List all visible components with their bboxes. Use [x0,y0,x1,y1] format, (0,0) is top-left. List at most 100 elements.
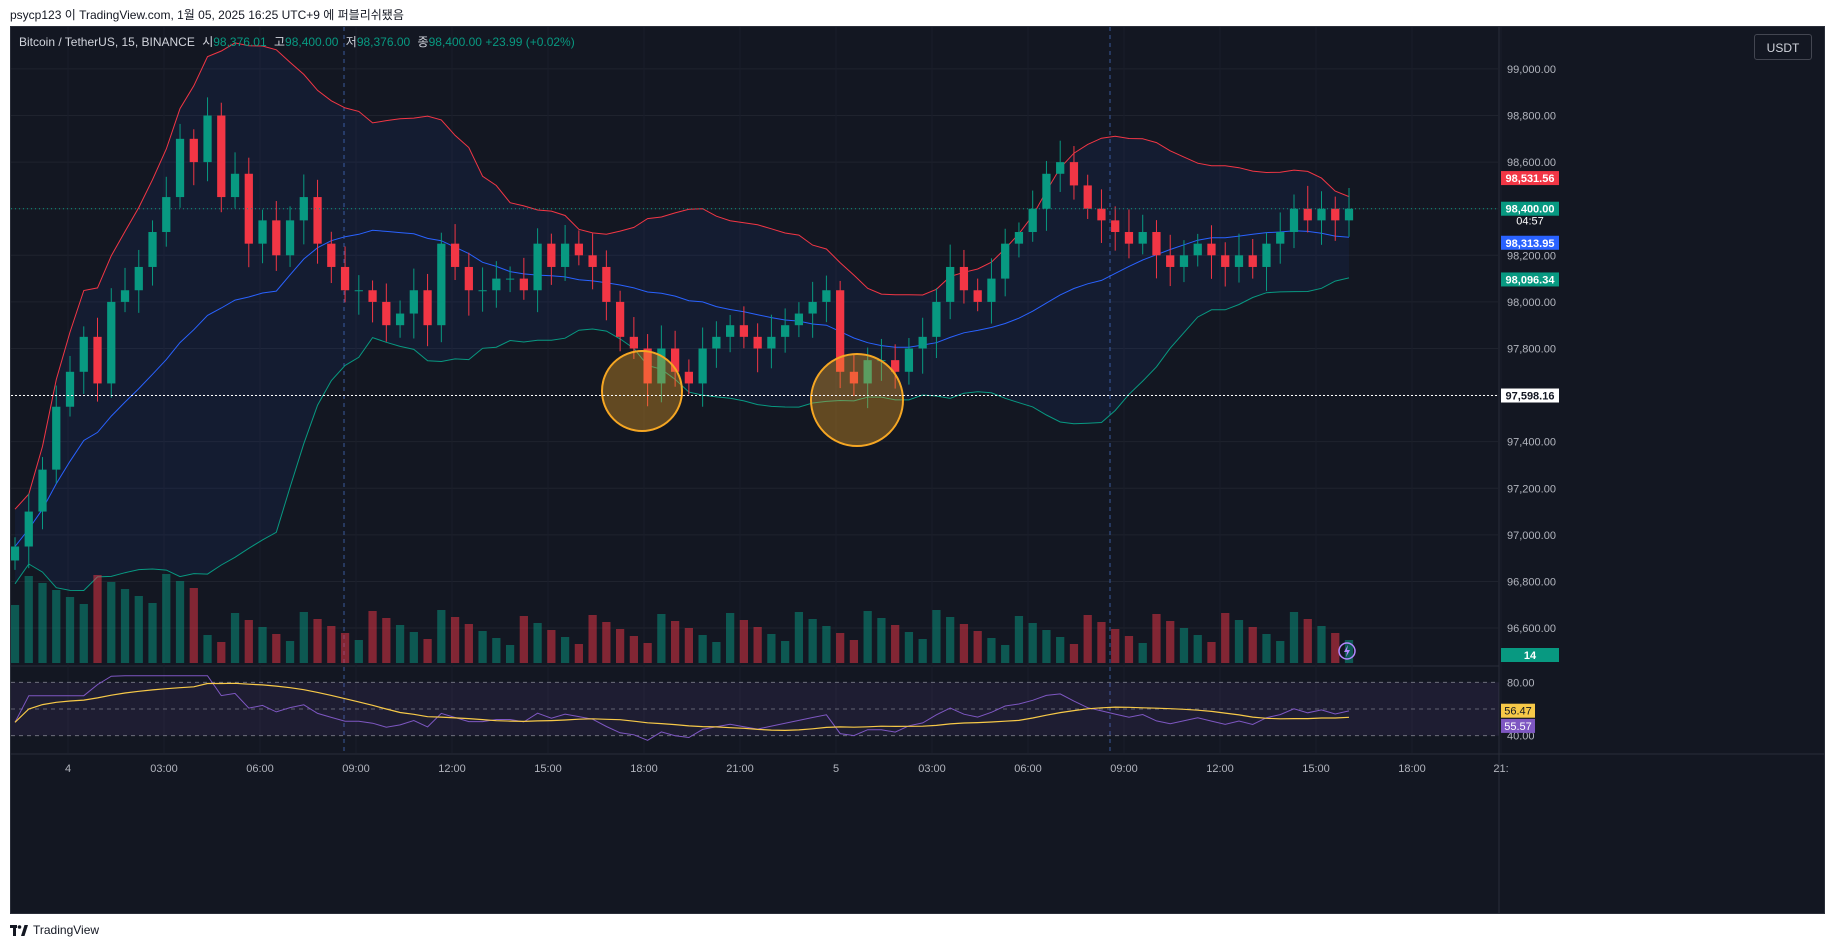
rsi-value-label-text: 55.57 [1504,721,1532,733]
volume-bar [478,631,487,663]
candle-body [1248,255,1257,267]
candle-body [272,220,281,256]
volume-bar [505,645,515,663]
volume-bar [175,581,185,663]
volume-bar [1124,636,1134,663]
candles [11,97,1354,570]
volume-bar [1042,630,1051,663]
candle-body [1221,255,1230,267]
volume-bar [258,627,267,663]
candle-body [313,197,322,244]
candle-body [230,173,240,198]
volume-bar [492,638,501,663]
currency-button[interactable]: USDT [1754,34,1812,60]
candle-body [1193,243,1202,256]
price-tick-label: 97,200.00 [1507,483,1556,495]
highlight-circle-1 [601,350,683,432]
volume-bar [340,633,350,663]
volume-bar [560,637,570,663]
symbol-name[interactable]: Bitcoin / TetherUS, 15, BINANCE [19,35,195,49]
volume-bar [1028,623,1037,663]
time-tick-label: 15:00 [534,763,562,775]
bb-upper-price-label-text: 98,531.56 [1506,173,1555,185]
candle-body [973,290,982,302]
bb-lower-price-label-bg [1501,272,1559,287]
price-tick-label: 98,600.00 [1507,157,1556,169]
candle-body [217,115,226,198]
chart-pane[interactable]: 99,000.00 98,800.00 98,600.00 98,400.00 98,2… [10,26,1825,914]
candle-body [615,301,625,337]
volume-bar [395,625,405,663]
bollinger-basis-line [14,229,1350,547]
volume-value-label-bg [1501,648,1559,662]
low-value: 98,376.00 [356,35,411,49]
volume-bar [643,643,652,663]
volume-bar [1289,612,1299,663]
price-chart-svg[interactable]: 99,000.00 98,800.00 98,600.00 98,400.00 98,2… [11,27,1825,914]
volume-bar [1221,613,1230,663]
volume-bar [120,589,130,663]
candle-body [1234,255,1244,267]
volume-bar [863,611,872,663]
candle-body [65,371,75,407]
candle-body [946,266,955,302]
crosshair-price-label-bg [1501,388,1559,403]
volume-bar [533,623,542,663]
time-tick-label: 06:00 [246,763,274,775]
candle-body [1303,208,1312,221]
candle-body [698,348,707,384]
time-tick-label: 09:00 [1110,763,1138,775]
volume-bar [670,621,680,663]
volume-bar [162,574,171,663]
crosshair-price-label-text: 97,598.16 [1506,391,1555,403]
symbol-legend[interactable]: Bitcoin / TetherUS, 15, BINANCE 시98,376.… [19,33,575,50]
highlight-circle-2 [810,353,904,447]
candle-body [478,290,487,292]
volume-bar [684,628,694,663]
volume-bar [904,632,914,663]
candle-body [726,325,735,337]
candle-body [519,278,528,291]
volume-bar [1152,614,1161,663]
volume-bar [1111,629,1120,663]
rsi-value-label: 55.57 [1501,718,1535,733]
price-tick-label: 97,000.00 [1507,530,1556,542]
volume-bar [932,610,941,663]
candle-body [423,290,432,326]
candle-body [891,360,900,372]
candle-body [767,336,776,349]
volume-bar [781,641,790,663]
candle-body [602,266,611,302]
candle-body [1289,208,1299,233]
price-tick-label: 98,200.00 [1507,250,1556,262]
last-price-label-text: 98,400.00 [1506,204,1555,216]
candle-body [244,173,253,244]
volume-bar [629,636,638,663]
candle-body [1042,173,1051,209]
candle-body [175,138,185,198]
candle-body [574,243,583,256]
rsi-ma-value-label: 56.47 [1501,703,1535,718]
close-value: 98,400.00 [428,35,482,49]
candle-body [794,313,804,326]
volume-bar [1069,644,1079,663]
volume-bar [1276,641,1285,663]
candle-body [959,266,969,291]
volume-bar [285,641,295,663]
candle-body [849,371,859,384]
volume-bar [547,630,556,663]
candle-body [629,336,638,349]
lightning-icon-bolt [1344,645,1350,657]
candle-body [1166,255,1175,267]
price-tick-label: 96,800.00 [1507,576,1556,588]
tradingview-logo[interactable]: TradingView [10,923,99,937]
rsi-value-label-bg [1501,718,1535,733]
candle-body [588,255,597,267]
volume-bar [1166,621,1175,663]
candle-body [739,325,749,337]
time-tick-label: 03:00 [918,763,946,775]
candle-body [189,138,198,163]
rsi-ma-value-label-bg [1501,703,1535,718]
volume-bar [767,634,776,663]
volume-bar [1248,627,1257,663]
